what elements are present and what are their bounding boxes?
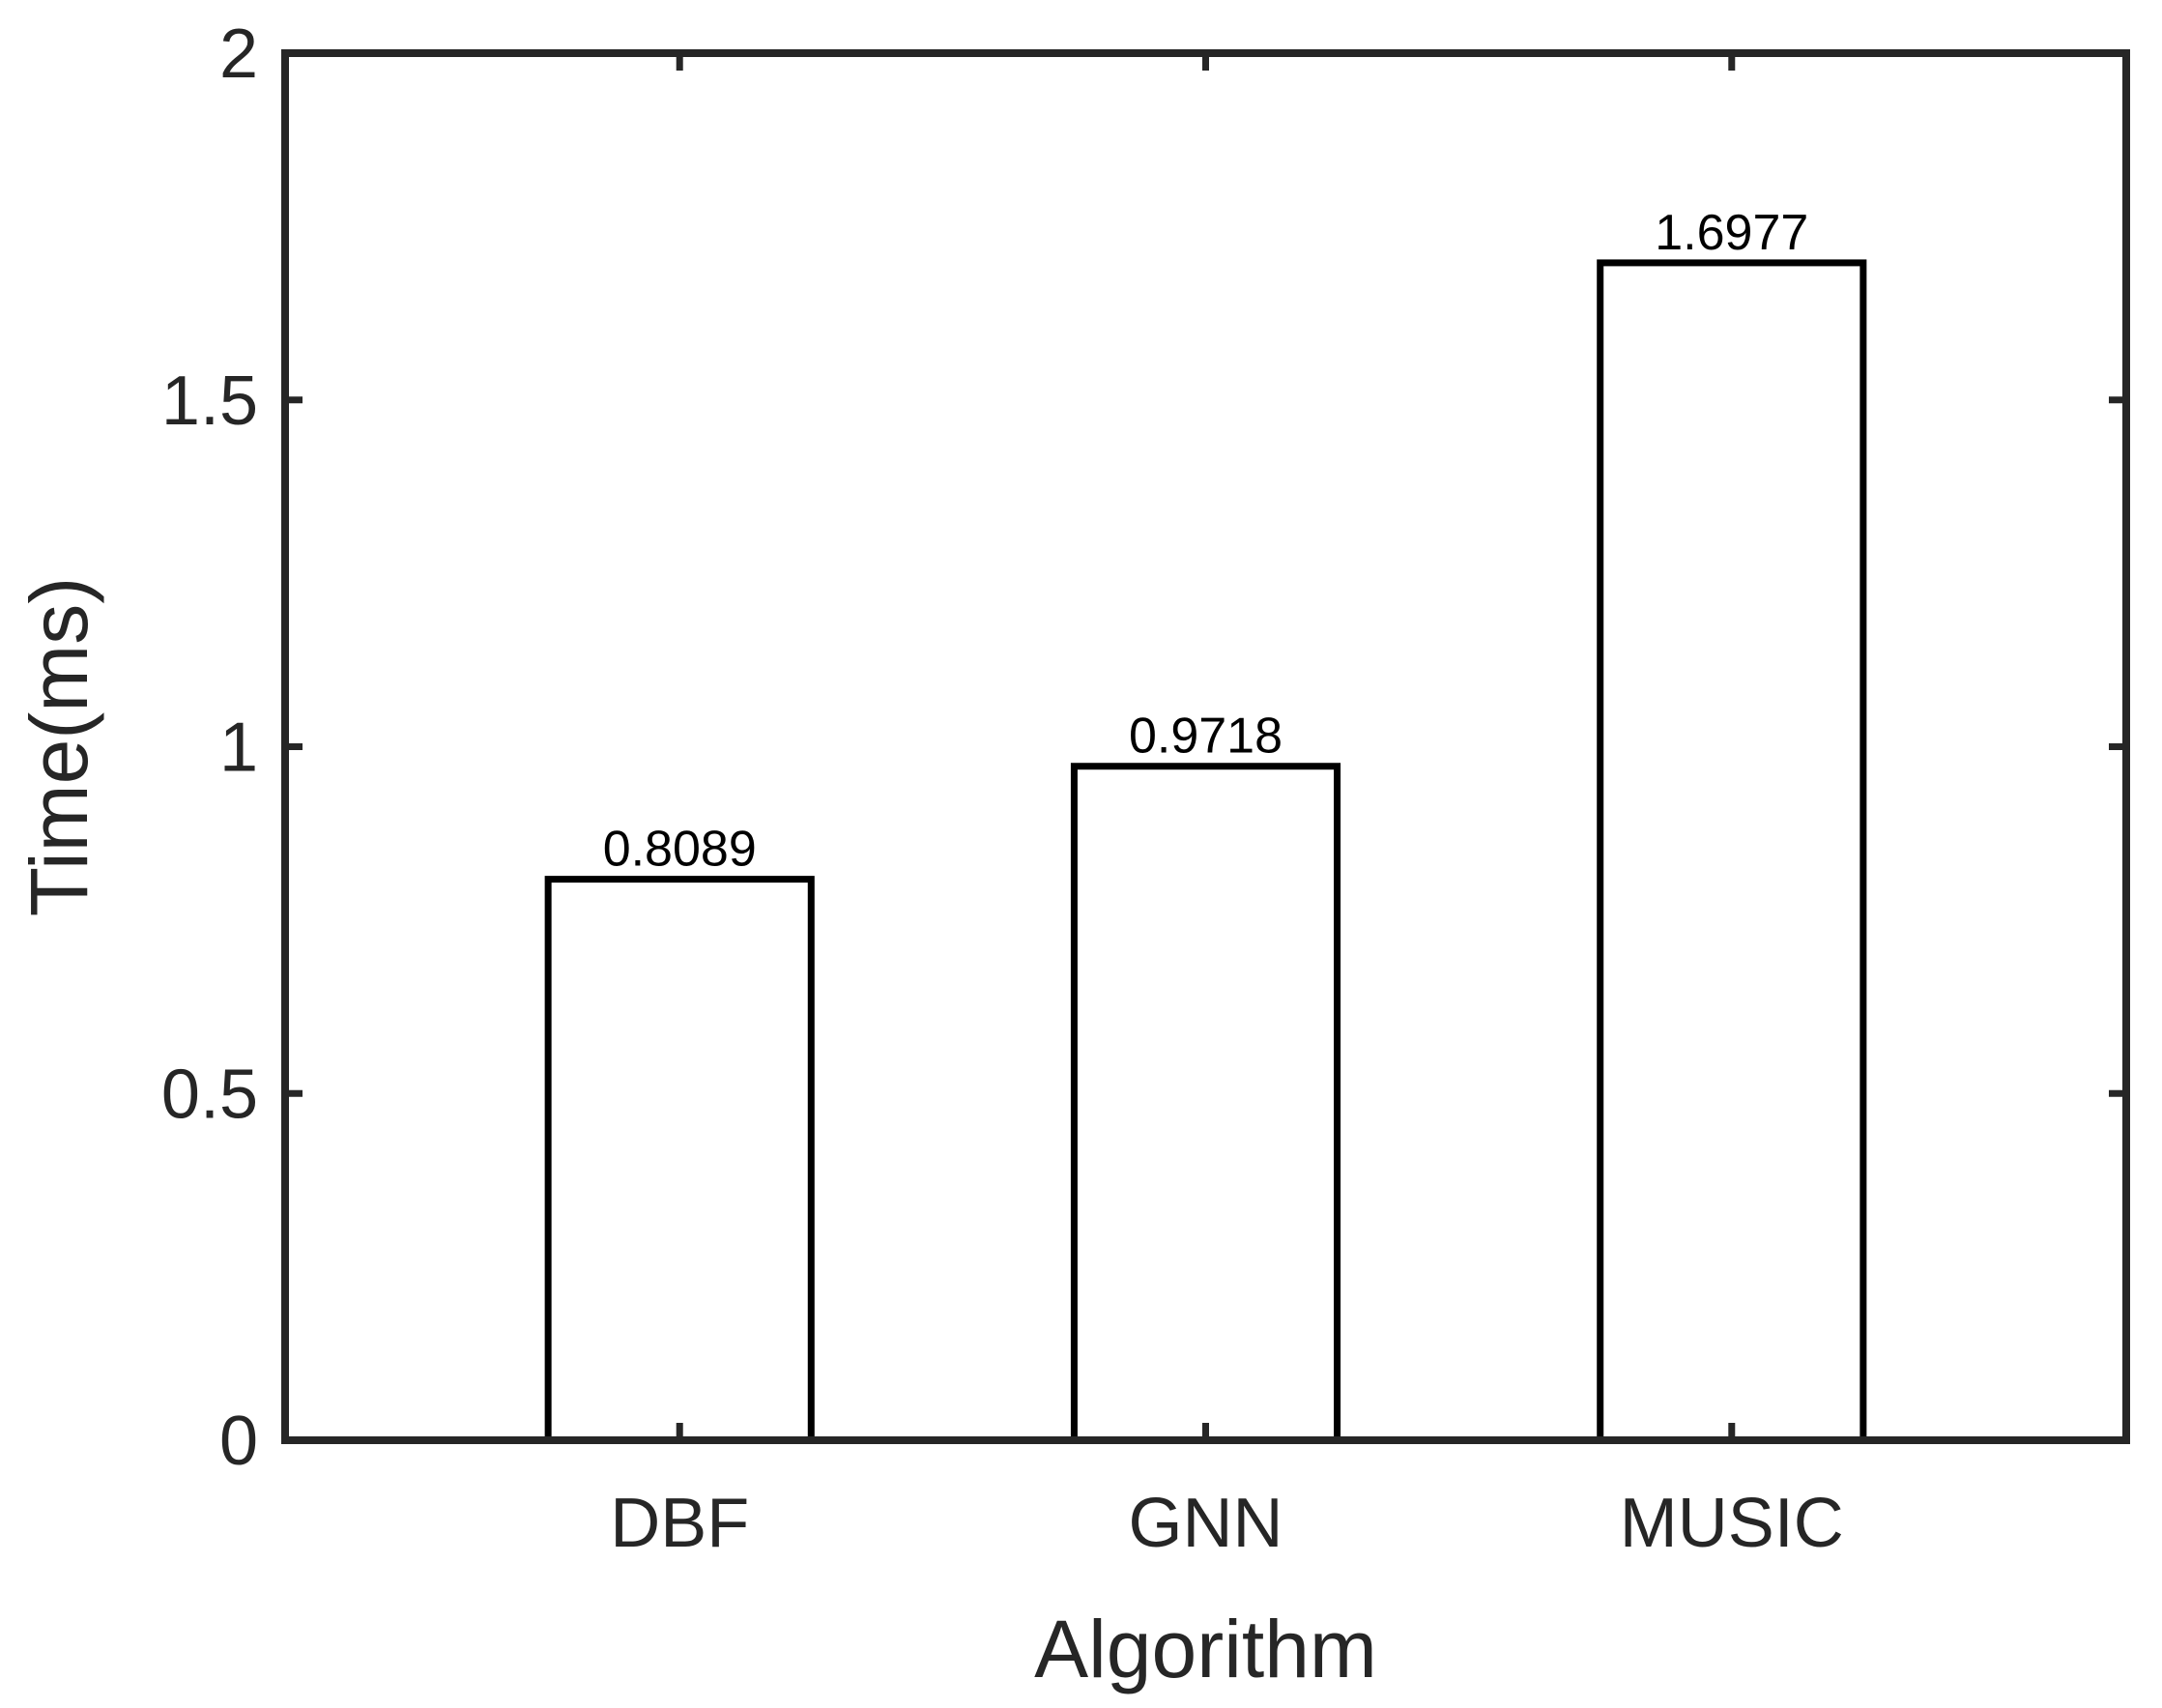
x-tick-label-music: MUSIC [1620, 1485, 1844, 1562]
y-axis-title: Time(ms) [14, 577, 104, 916]
y-tick-label-3: 1.5 [161, 362, 258, 440]
data-label-gnn: 0.9718 [1129, 709, 1283, 765]
y-tick-label-4: 2 [219, 15, 258, 93]
labels-layer: 0.8089 DBF 0.9718 GNN 1.6977 MUSIC 0 0.5 1 1.5 2 [161, 15, 1844, 1562]
bar-dbf [544, 876, 815, 1444]
x-tick-label-dbf: DBF [610, 1485, 749, 1562]
bars-layer [544, 259, 1867, 1444]
x-tick-label-gnn: GNN [1129, 1485, 1283, 1562]
y-tick-label-1: 0.5 [161, 1056, 258, 1133]
bar-music [1597, 259, 1867, 1444]
plot-area-frame [281, 49, 2130, 1444]
data-label-dbf: 0.8089 [603, 822, 757, 878]
x-axis-title: Algorithm [1034, 1604, 1377, 1694]
bar-gnn [1070, 763, 1341, 1444]
y-tick-label-0: 0 [219, 1403, 258, 1480]
data-label-music: 1.6977 [1655, 205, 1808, 261]
y-tick-label-2: 1 [219, 709, 258, 787]
